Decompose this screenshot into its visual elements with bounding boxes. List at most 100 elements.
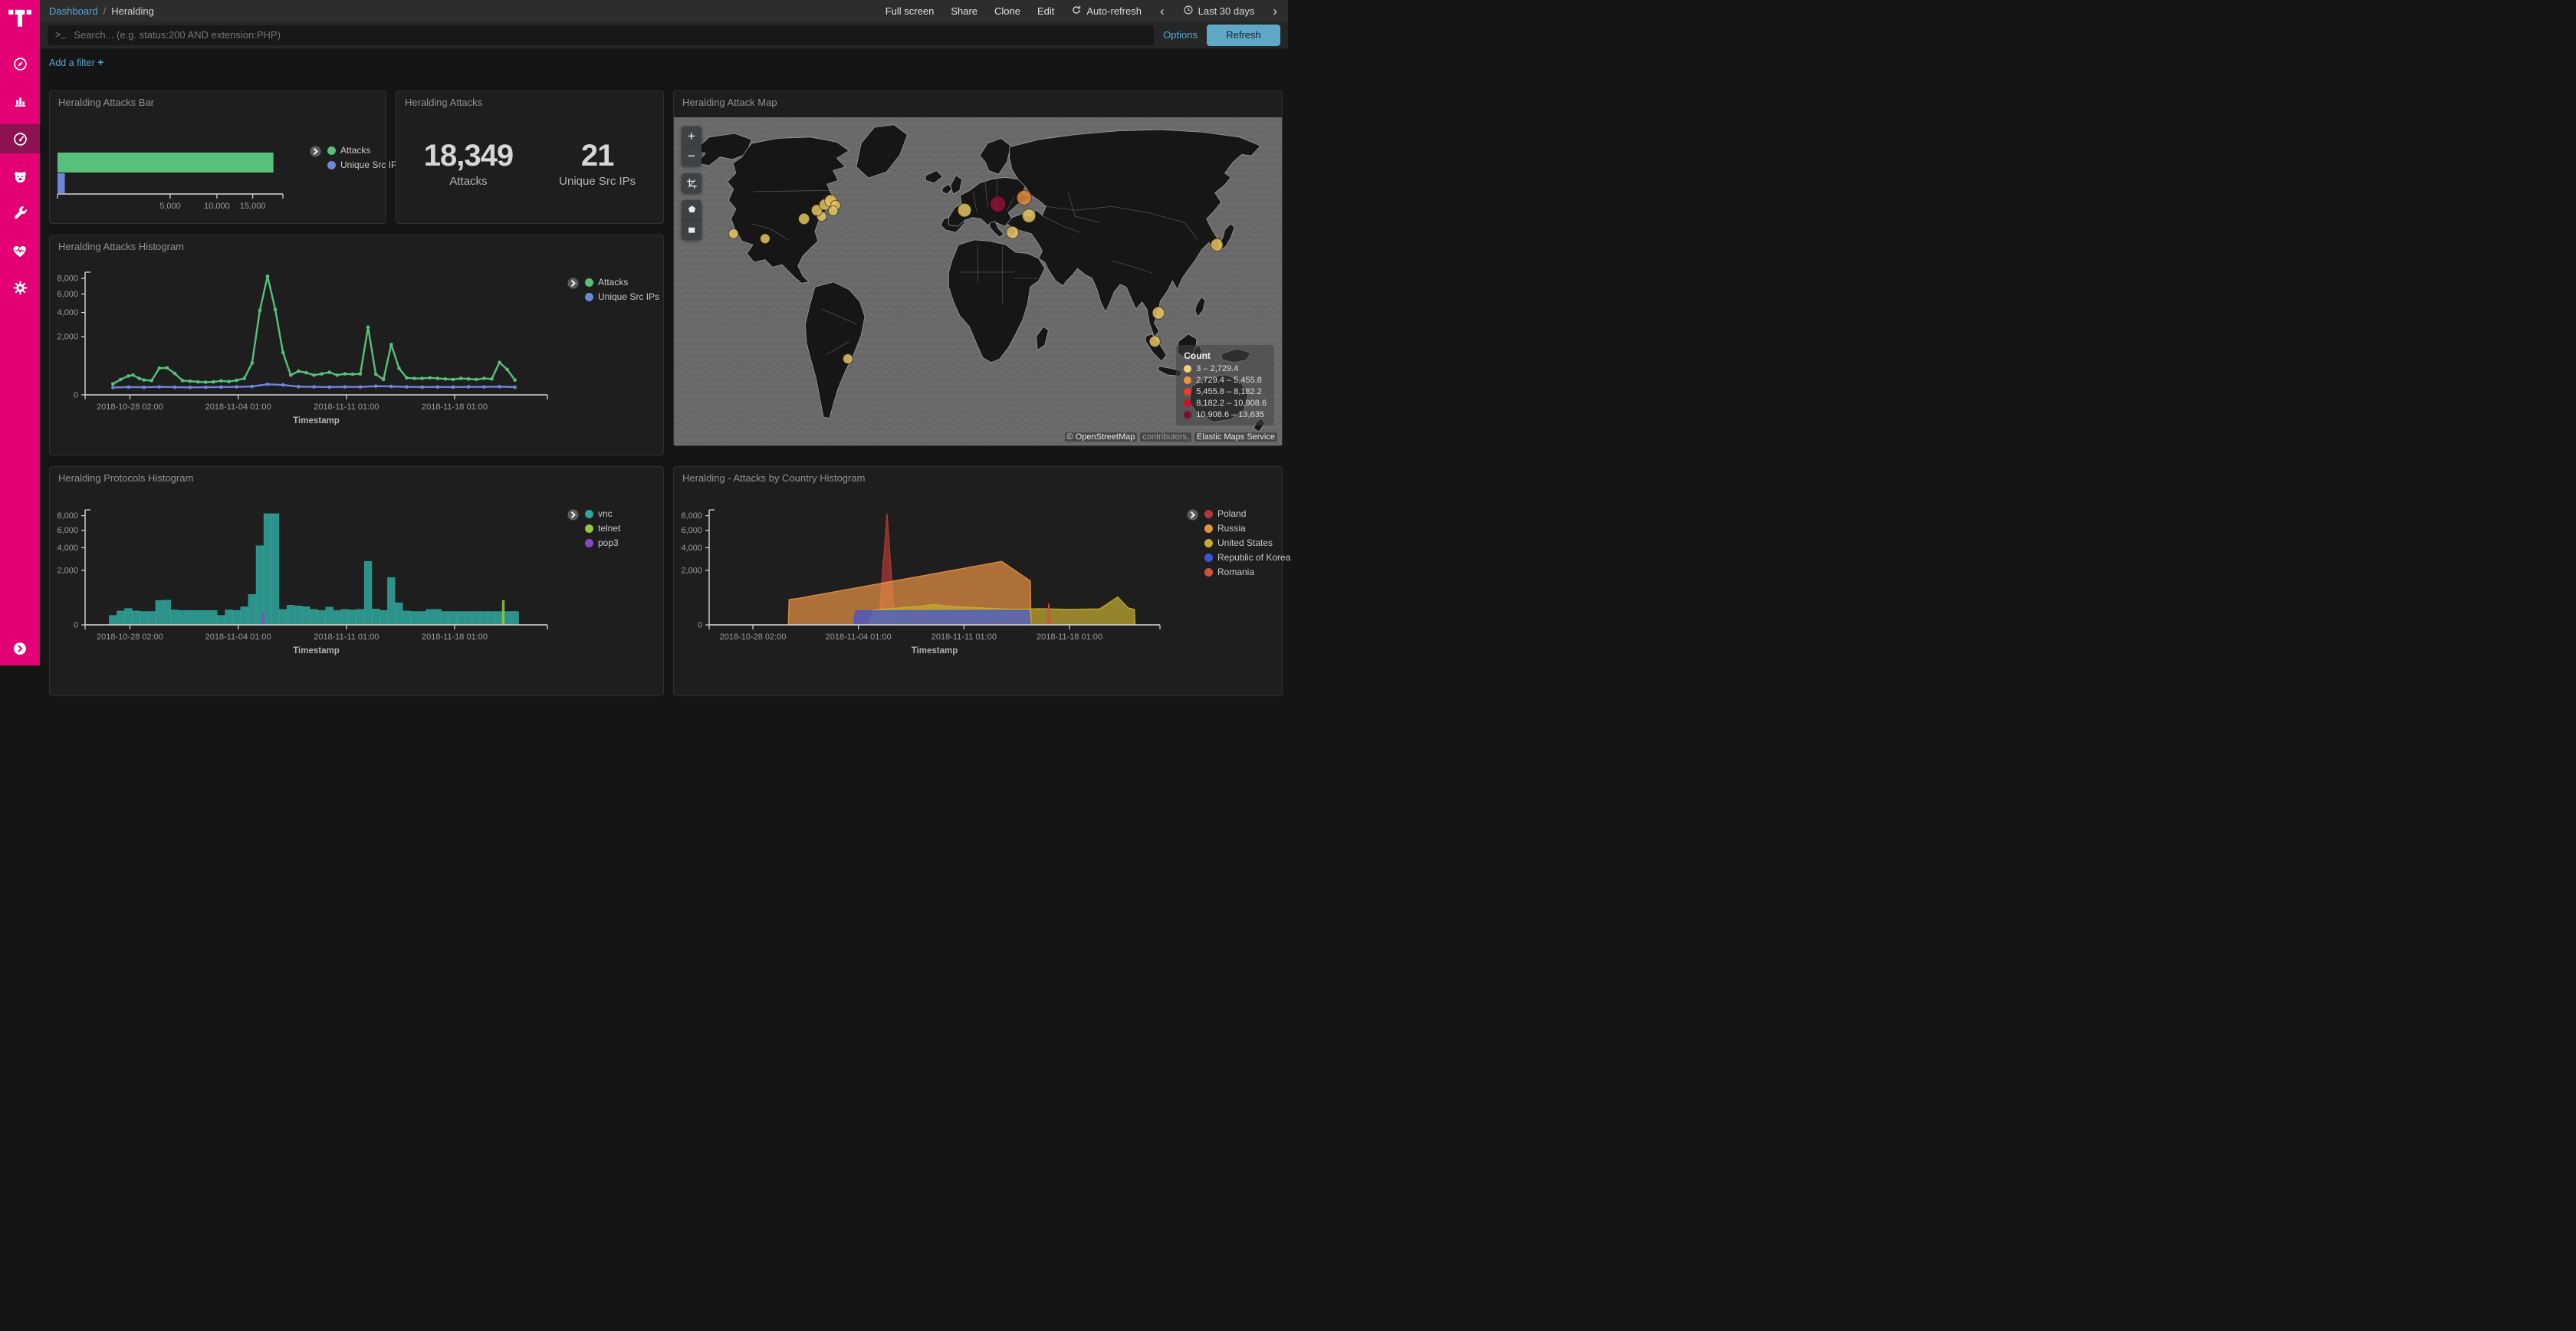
legend-color-dot — [1204, 538, 1213, 547]
zoom-out-button[interactable]: − — [688, 149, 695, 163]
attack-bubble[interactable] — [842, 353, 853, 365]
svg-text:2,000: 2,000 — [57, 566, 78, 575]
panel-title: Heralding Attacks Histogram — [58, 241, 185, 252]
attack-bubble[interactable] — [1021, 208, 1037, 223]
legend-item-attacks[interactable]: Attacks — [327, 145, 402, 156]
legend-item-vnc[interactable]: vnc — [585, 508, 620, 519]
options-link[interactable]: Options — [1163, 29, 1198, 41]
breadcrumb-dashboard[interactable]: Dashboard — [49, 5, 98, 17]
attack-bubble[interactable] — [827, 205, 839, 217]
legend-label: United States — [1217, 537, 1273, 548]
attacks-histogram-chart[interactable]: 0 2,000 4,000 6,000 8,000 2018-10-28 02:00 201… — [50, 255, 560, 456]
legend-item-romania[interactable]: Romania — [1204, 567, 1290, 577]
svg-text:2,000: 2,000 — [57, 333, 78, 342]
attacks-bar-chart[interactable]: 5,000 10,000 15,000 — [50, 111, 303, 225]
time-range-picker[interactable]: Last 30 days — [1183, 5, 1254, 18]
country-histogram-chart[interactable]: 0 2,000 4,000 6,000 8,000 2018-10-28 02:00 201… — [674, 487, 1172, 697]
legend-item-unique-src-ips[interactable]: Unique Src IPs — [585, 291, 659, 302]
refresh-button[interactable]: Refresh — [1207, 24, 1280, 46]
legend-color-dot — [585, 538, 593, 547]
bear-icon — [12, 169, 28, 186]
attack-bubble[interactable] — [1006, 225, 1020, 239]
search-input[interactable] — [74, 29, 1147, 41]
legend-toggle-chevron-icon[interactable] — [1186, 508, 1199, 521]
sidebar-item-discover[interactable] — [0, 51, 40, 77]
svg-text:8,000: 8,000 — [681, 511, 702, 521]
sidebar-item-dev-tools[interactable] — [0, 201, 40, 227]
legend-item-telnet[interactable]: telnet — [585, 523, 620, 534]
legend-item-united-states[interactable]: United States — [1204, 537, 1290, 548]
auto-refresh-button[interactable]: Auto-refresh — [1071, 5, 1142, 18]
sidebar-item-management[interactable] — [0, 274, 40, 301]
chart-legend: Attacks Unique Src IPs — [309, 145, 402, 170]
protocols-histogram-chart[interactable]: 0 2,000 4,000 6,000 8,000 2018-10-28 02:00 201… — [50, 487, 560, 697]
legend-color-dot — [585, 524, 593, 533]
attack-bubble[interactable] — [1016, 189, 1032, 206]
add-filter-link[interactable]: Add a filter + — [49, 56, 104, 68]
map-legend-row: 2,729.4 – 5,455.8 — [1184, 376, 1267, 385]
app-sidebar — [0, 0, 40, 666]
legend-item-attacks[interactable]: Attacks — [585, 277, 659, 288]
query-box[interactable]: >_ — [48, 25, 1155, 45]
legend-label: Attacks — [340, 145, 371, 156]
legend-toggle-chevron-icon[interactable] — [567, 508, 580, 521]
attack-bubble[interactable] — [1152, 306, 1165, 320]
wrench-icon — [12, 205, 28, 222]
sidebar-item-timelion[interactable] — [0, 164, 40, 190]
zoom-in-button[interactable]: + — [682, 127, 702, 146]
time-back-button[interactable]: ‹ — [1159, 3, 1165, 18]
svg-text:8,000: 8,000 — [57, 511, 78, 521]
panel-title: Heralding - Attacks by Country Histogram — [682, 472, 866, 484]
nav-full-screen[interactable]: Full screen — [885, 5, 935, 17]
sidebar-item-dashboard[interactable] — [0, 124, 40, 153]
svg-text:2018-11-11 01:00: 2018-11-11 01:00 — [932, 633, 997, 642]
nav-share[interactable]: Share — [951, 5, 978, 17]
attack-bubble[interactable] — [1148, 335, 1161, 348]
map-legend-row: 10,908.6 – 13,635 — [1184, 410, 1267, 419]
clock-icon — [1183, 5, 1194, 18]
chart-legend: vnc telnet pop3 — [567, 508, 620, 548]
nav-edit[interactable]: Edit — [1037, 5, 1055, 17]
top-nav-actions: Full screen Share Clone Edit Auto-refresh ‹ La… — [886, 5, 1279, 18]
legend-item-russia[interactable]: Russia — [1204, 523, 1290, 534]
svg-text:4,000: 4,000 — [57, 544, 78, 553]
legend-item-unique-src-ips[interactable]: Unique Src IPs — [327, 159, 402, 170]
attack-bubble[interactable] — [957, 202, 972, 218]
fit-data-bounds-icon[interactable] — [682, 173, 702, 193]
svg-text:2018-11-18 01:00: 2018-11-18 01:00 — [422, 633, 488, 642]
legend-color-dot — [585, 509, 593, 518]
svg-text:6,000: 6,000 — [681, 526, 702, 535]
metric-value: 21 — [580, 139, 615, 173]
legend-item-pop3[interactable]: pop3 — [585, 537, 620, 548]
sidebar-item-visualize[interactable] — [0, 87, 40, 113]
t-mobile-logo[interactable] — [0, 0, 40, 34]
panel-attacks-metric: Heralding Attacks 18,349 Attacks 21 Uniq… — [396, 90, 664, 224]
count-bucket-dot — [1184, 411, 1192, 419]
attack-bubble[interactable] — [797, 212, 810, 225]
world-map[interactable]: + − Count — [674, 117, 1282, 445]
attack-bubble[interactable] — [760, 233, 770, 245]
nav-clone[interactable]: Clone — [994, 5, 1020, 17]
attack-bubble[interactable] — [1210, 238, 1224, 252]
legend-item-poland[interactable]: Poland — [1204, 508, 1290, 519]
time-forward-button[interactable]: › — [1273, 3, 1277, 18]
draw-rectangle-icon[interactable] — [682, 220, 702, 240]
legend-toggle-chevron-icon[interactable] — [309, 145, 322, 158]
chart-legend: Poland Russia United States Republic of Kor… — [1186, 508, 1290, 577]
sidebar-item-monitoring[interactable] — [0, 238, 40, 264]
attack-bubble[interactable] — [728, 228, 739, 239]
svg-text:0: 0 — [698, 621, 702, 630]
attack-bubble[interactable] — [989, 195, 1007, 213]
legend-color-dot — [327, 160, 336, 169]
legend-label: pop3 — [598, 537, 619, 548]
draw-polygon-icon[interactable] — [682, 200, 702, 220]
metric-attacks: 18,349 Attacks — [423, 139, 514, 188]
ems-attribution-link[interactable]: Elastic Maps Service — [1194, 432, 1277, 442]
osm-attribution-link[interactable]: © OpenStreetMap — [1064, 432, 1138, 442]
sidebar-collapse-button[interactable] — [12, 641, 28, 656]
legend-item-republic-of-korea[interactable]: Republic of Korea — [1204, 552, 1290, 563]
metric-value: 18,349 — [423, 139, 514, 173]
legend-toggle-chevron-icon[interactable] — [567, 277, 580, 290]
attack-bubble[interactable] — [810, 204, 823, 217]
svg-text:5,000: 5,000 — [159, 202, 181, 211]
